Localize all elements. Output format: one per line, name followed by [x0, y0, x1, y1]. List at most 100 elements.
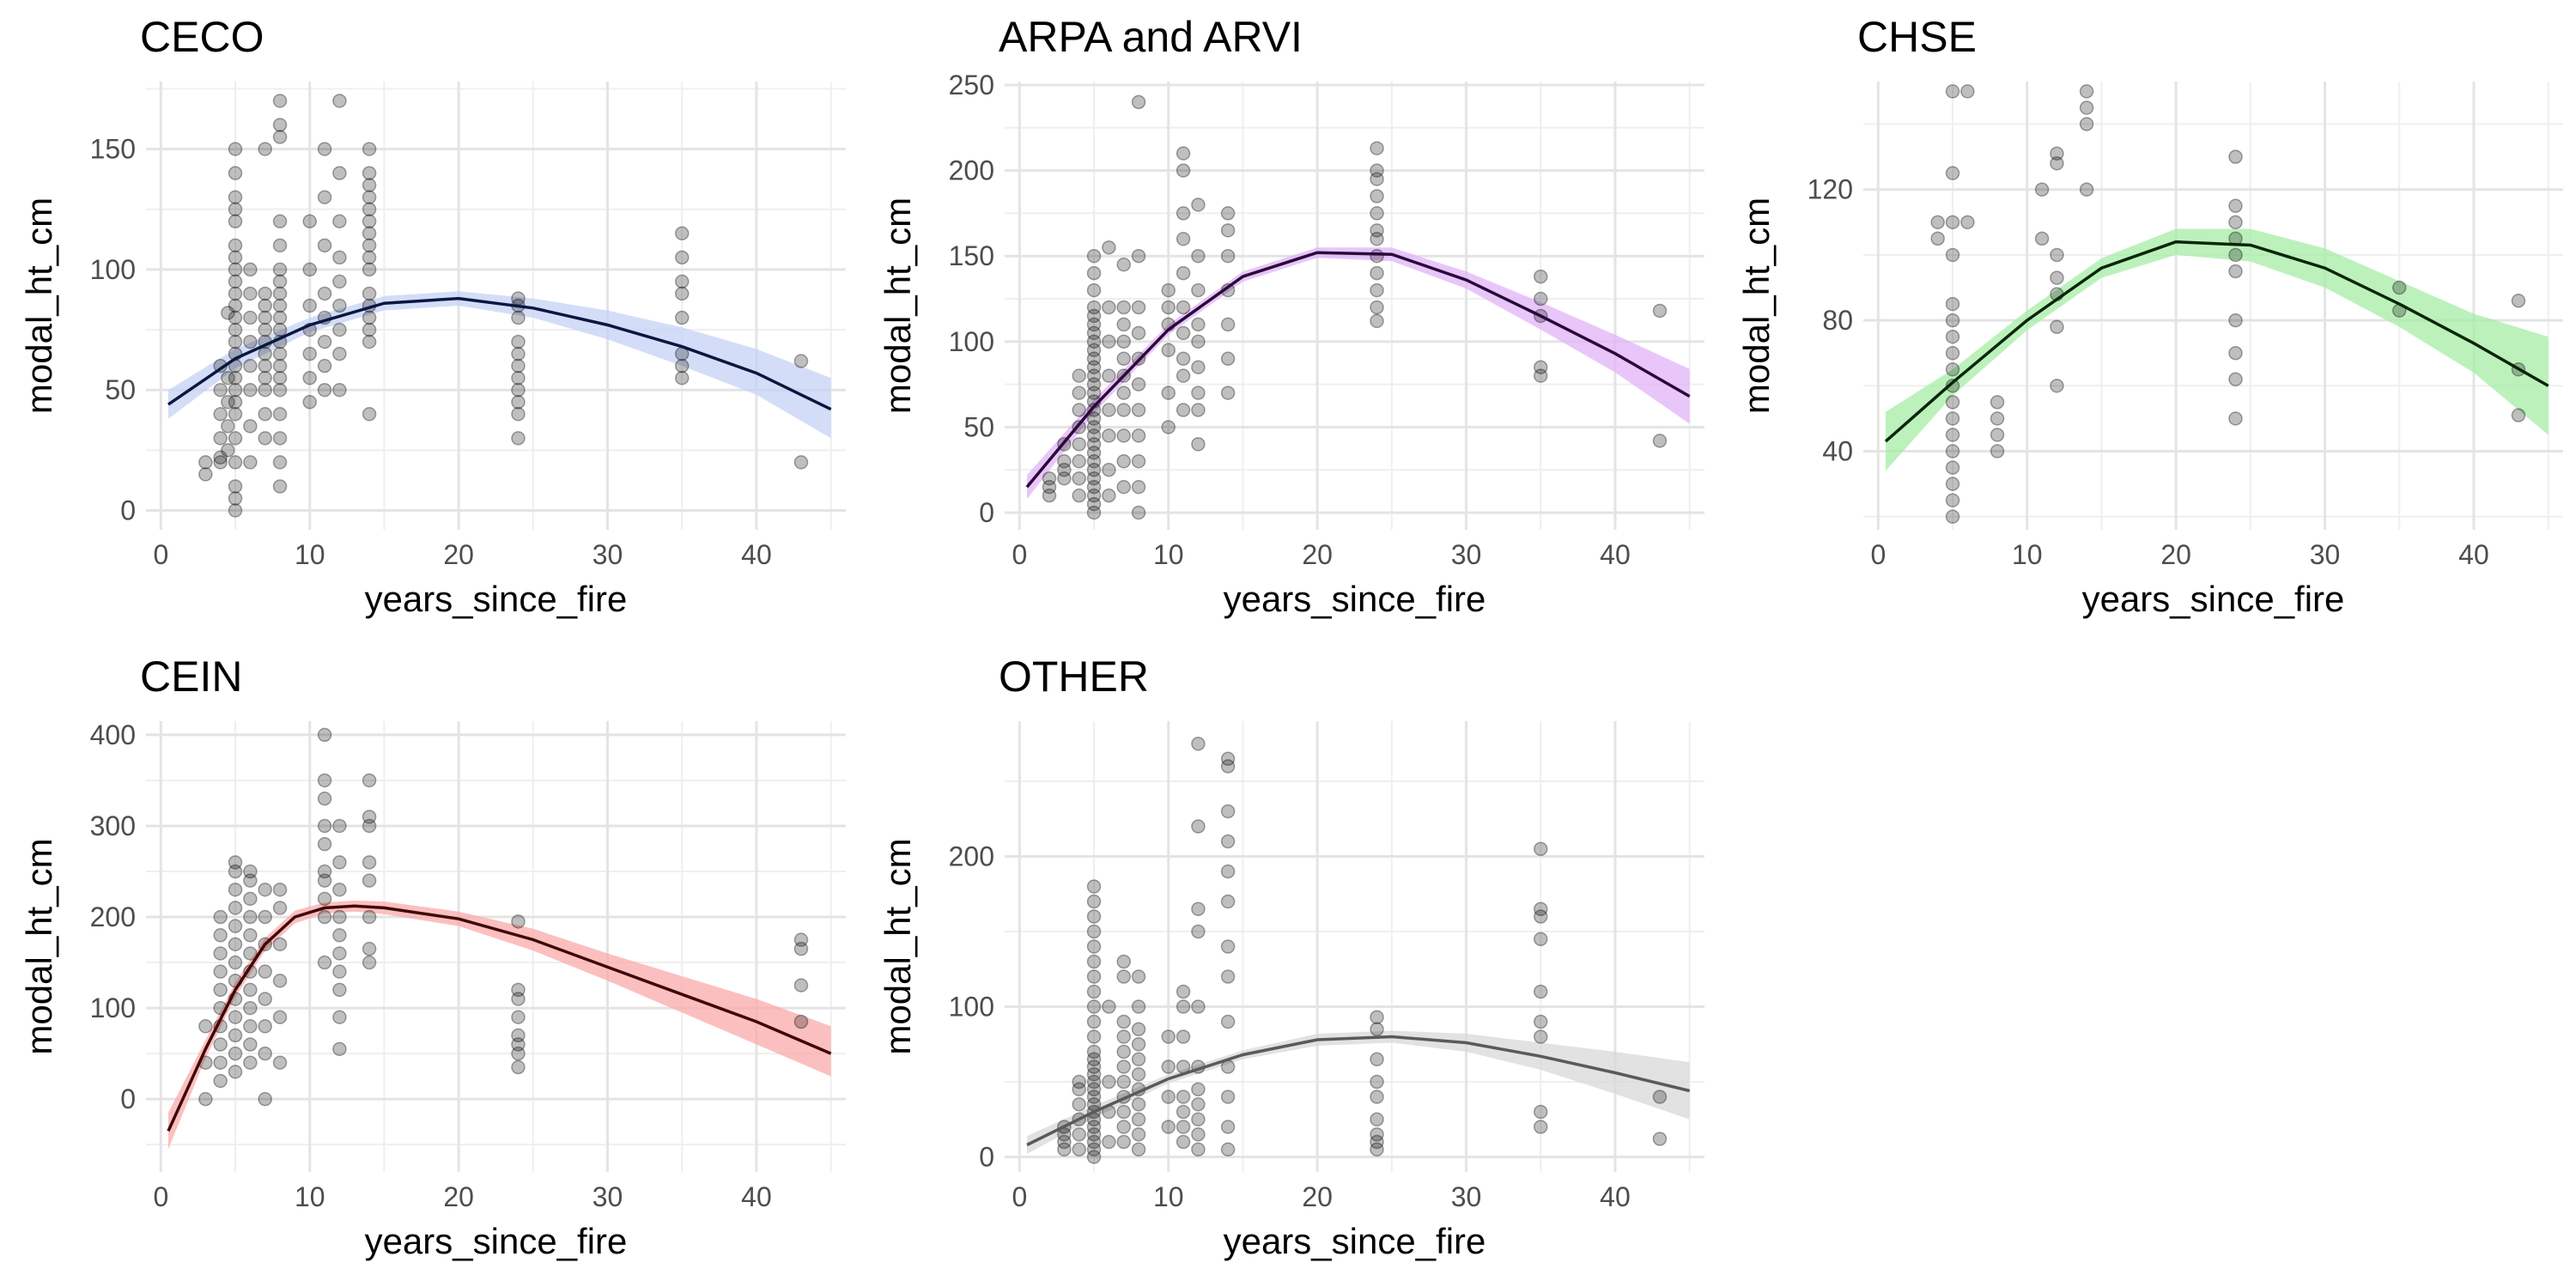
- data-point: [1116, 385, 1131, 400]
- data-point: [2079, 182, 2094, 197]
- data-point: [511, 310, 526, 325]
- data-point: [1072, 1082, 1086, 1096]
- data-point: [1220, 385, 1236, 400]
- data-point: [243, 909, 258, 925]
- data-point: [1945, 313, 1960, 328]
- data-point: [258, 286, 272, 301]
- data-point: [1086, 939, 1102, 954]
- data-point: [361, 955, 377, 970]
- x-tick-label: 20: [443, 539, 474, 570]
- data-point: [1161, 1090, 1176, 1104]
- data-point: [1534, 291, 1548, 307]
- data-point: [1161, 282, 1176, 298]
- data-point: [1191, 902, 1206, 916]
- data-point: [317, 891, 332, 907]
- data-point: [228, 334, 243, 349]
- data-point: [317, 864, 332, 879]
- data-point: [1945, 395, 1960, 410]
- data-point: [1086, 984, 1102, 999]
- data-point: [243, 286, 258, 301]
- data-point: [1176, 265, 1191, 281]
- y-tick-label: 200: [949, 155, 994, 186]
- y-axis-label: modal_ht_cm: [19, 197, 59, 414]
- data-point: [511, 992, 526, 1006]
- data-point: [1945, 166, 1960, 180]
- data-point: [511, 1059, 526, 1075]
- data-point: [1534, 932, 1548, 946]
- y-tick-label: 0: [120, 495, 136, 526]
- data-point: [1086, 300, 1102, 315]
- x-tick-label: 30: [2310, 539, 2341, 570]
- y-tick-label: 100: [949, 326, 994, 357]
- data-point: [317, 955, 332, 970]
- data-point: [228, 882, 243, 897]
- data-point: [361, 407, 377, 422]
- y-tick-label: 50: [963, 411, 994, 442]
- data-point: [511, 334, 526, 349]
- data-point: [243, 358, 258, 373]
- data-point: [1131, 969, 1146, 984]
- data-point: [675, 250, 690, 265]
- data-point: [675, 226, 690, 241]
- data-point: [243, 1037, 258, 1052]
- data-point: [1086, 248, 1102, 264]
- data-point: [1102, 240, 1116, 255]
- data-point: [1960, 84, 1975, 99]
- data-point: [228, 238, 243, 253]
- data-point: [1086, 1127, 1102, 1142]
- data-point: [213, 1037, 228, 1052]
- data-point: [361, 334, 377, 349]
- data-point: [793, 978, 809, 993]
- data-point: [1945, 296, 1960, 312]
- data-point: [302, 298, 317, 313]
- data-point: [332, 964, 347, 979]
- data-point: [1086, 1120, 1102, 1134]
- x-axis-label: years_since_fire: [2082, 579, 2345, 619]
- data-point: [2228, 198, 2243, 214]
- data-point: [1652, 1090, 1668, 1104]
- data-point: [272, 455, 288, 470]
- data-point: [221, 370, 235, 385]
- data-point: [317, 190, 332, 204]
- data-point: [258, 370, 272, 385]
- data-point: [1945, 509, 1960, 525]
- data-point: [1072, 488, 1086, 503]
- data-point: [1102, 1074, 1116, 1090]
- data-point: [1072, 1142, 1086, 1156]
- data-point: [1072, 1097, 1086, 1112]
- data-point: [1176, 163, 1191, 178]
- y-tick-label: 300: [90, 810, 136, 841]
- data-point: [1176, 300, 1191, 315]
- data-point: [1086, 470, 1102, 486]
- data-point: [1086, 1059, 1102, 1074]
- data-point: [243, 927, 258, 943]
- data-point: [228, 1028, 243, 1043]
- data-point: [675, 310, 690, 325]
- data-point: [1191, 1082, 1206, 1096]
- data-point: [1370, 265, 1384, 281]
- data-point: [1370, 172, 1384, 186]
- data-point: [228, 395, 243, 410]
- data-point: [317, 818, 332, 834]
- data-point: [332, 855, 347, 870]
- data-point: [1176, 351, 1191, 367]
- confidence-band: [168, 291, 831, 439]
- data-point: [1116, 334, 1131, 349]
- data-point: [272, 937, 288, 952]
- data-point: [1161, 385, 1176, 400]
- data-point: [1072, 1127, 1086, 1142]
- x-tick-label: 10: [1153, 539, 1184, 570]
- data-point: [793, 932, 809, 947]
- data-point: [258, 1046, 272, 1061]
- data-point: [361, 178, 377, 192]
- data-point: [675, 286, 690, 301]
- data-point: [1945, 329, 1960, 344]
- data-point: [1945, 345, 1960, 361]
- data-point: [1930, 231, 1945, 246]
- data-point: [302, 214, 317, 229]
- data-point: [1220, 864, 1236, 879]
- data-point: [228, 919, 243, 933]
- data-point: [1945, 215, 1960, 230]
- data-point: [1131, 428, 1146, 443]
- data-point: [243, 334, 258, 349]
